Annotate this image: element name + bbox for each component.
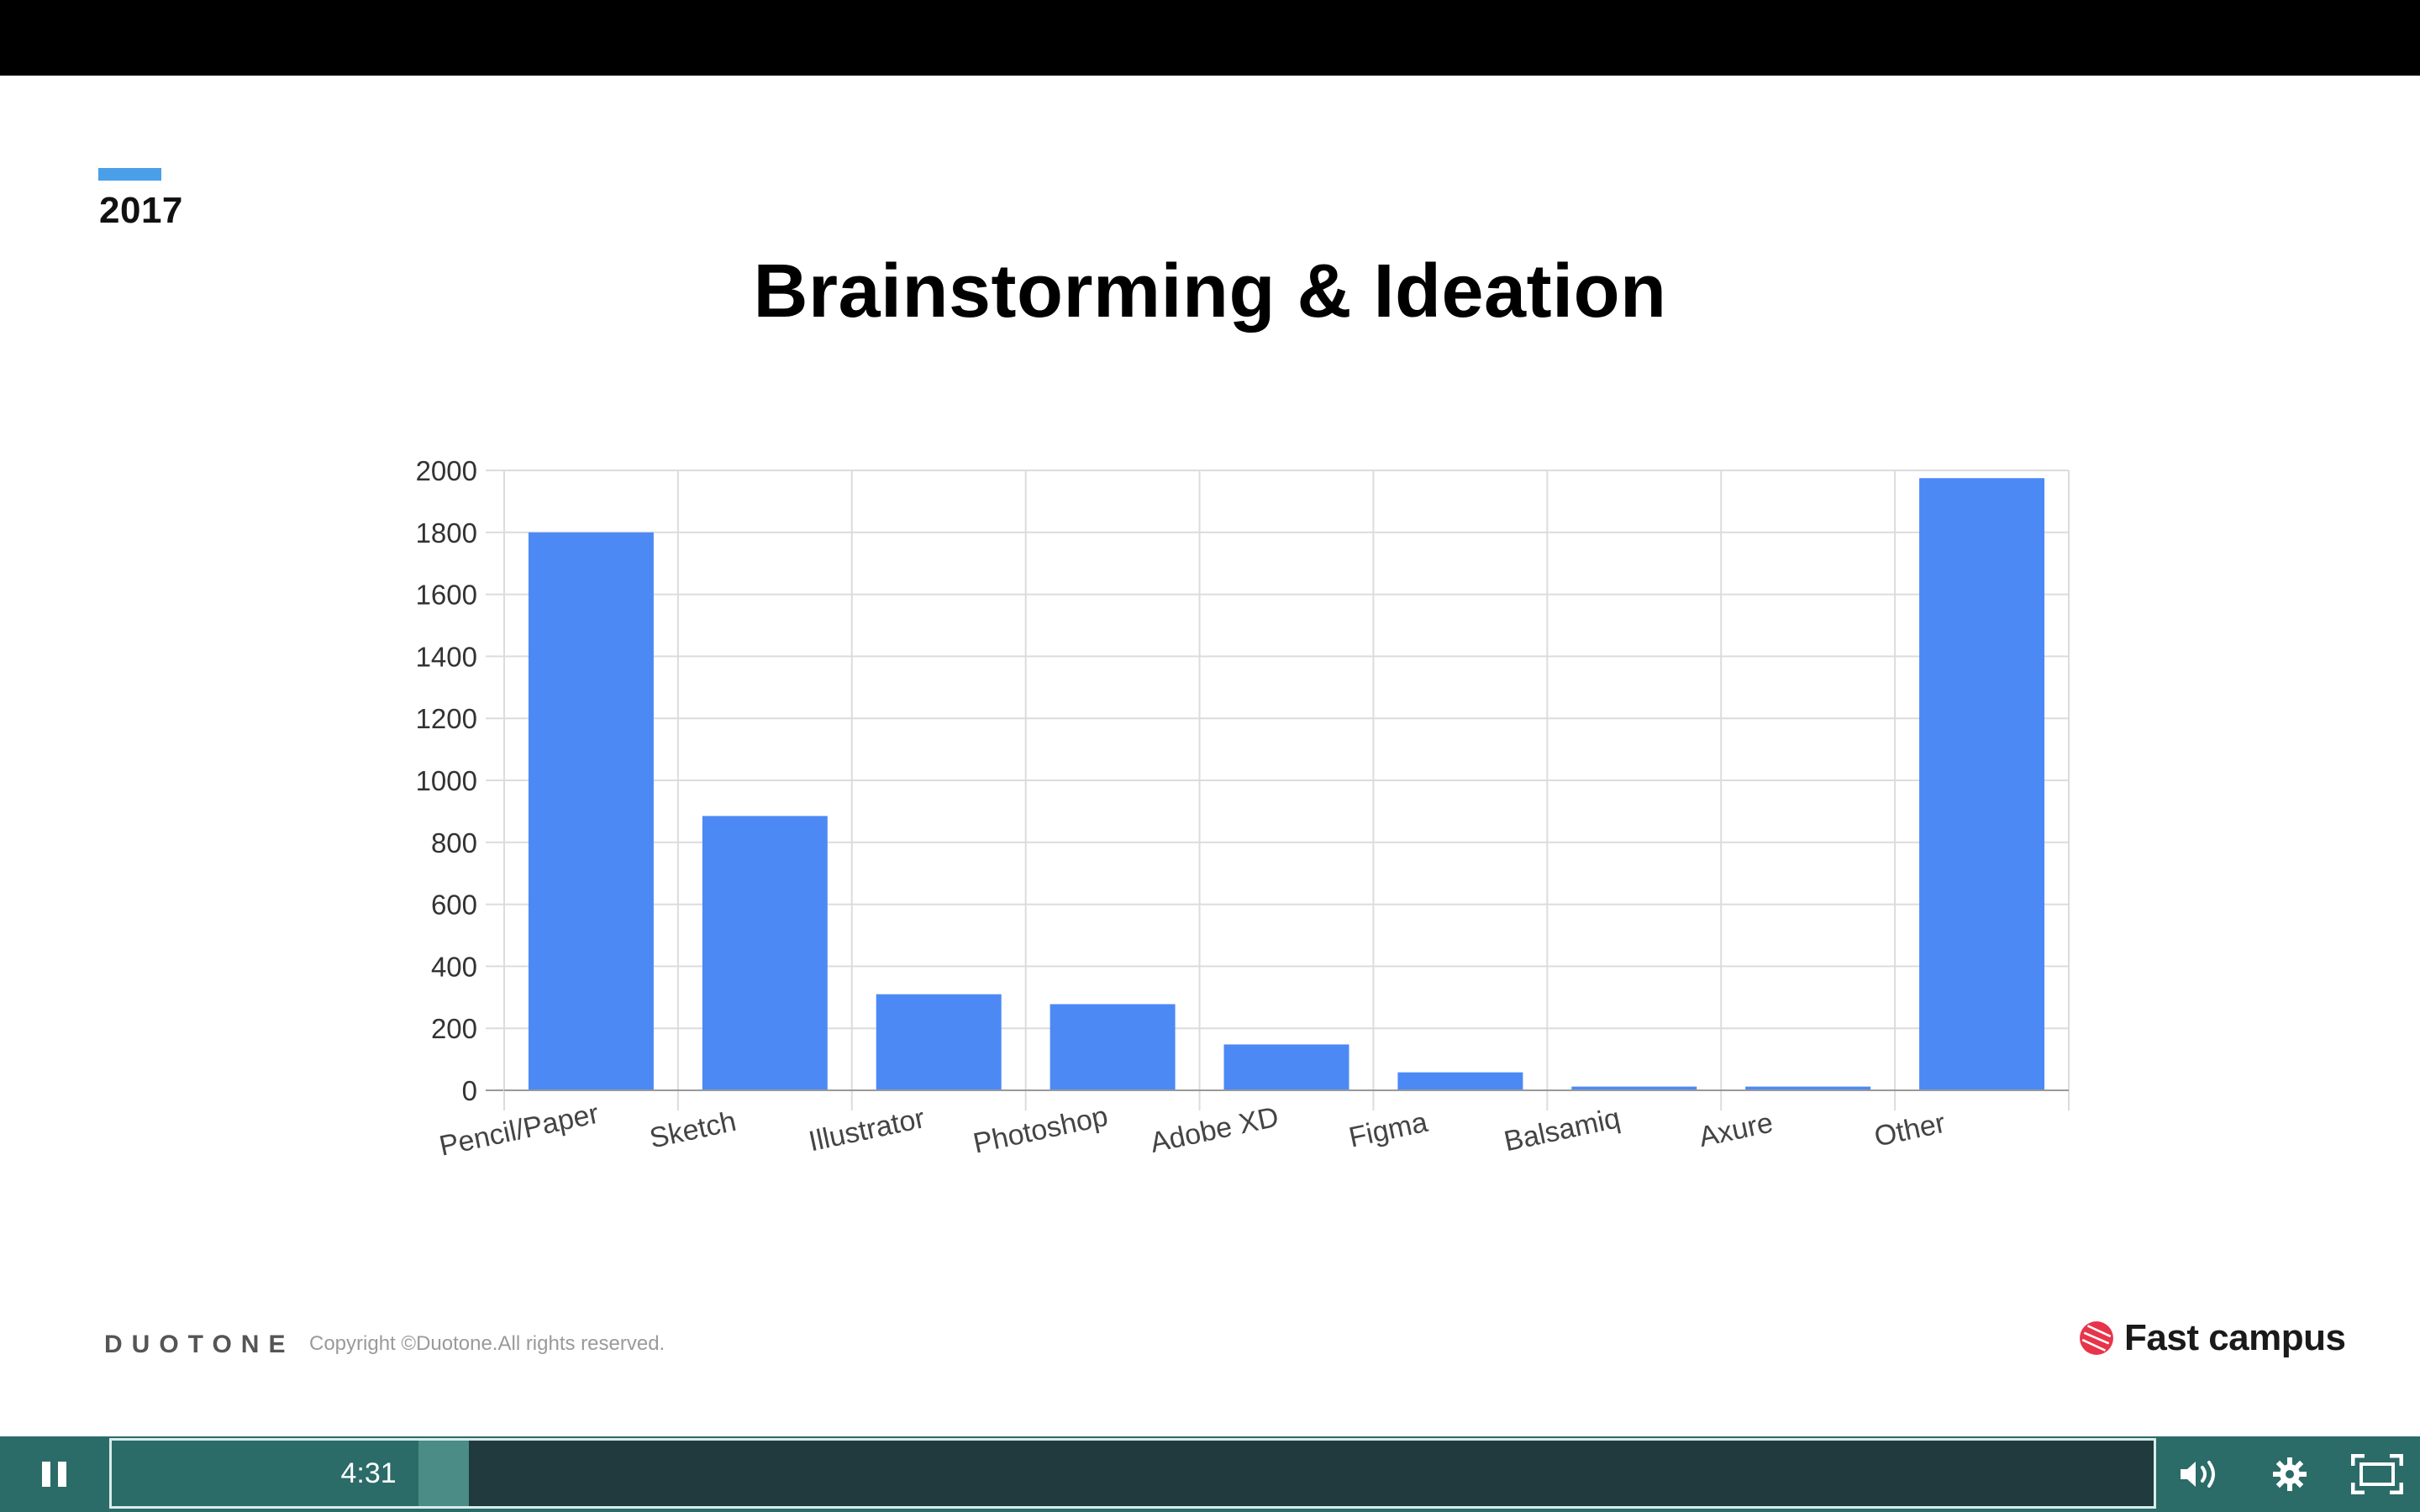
- x-tick-label: Adobe XD: [1148, 1101, 1282, 1159]
- bar: [1050, 1004, 1176, 1090]
- fastcampus-logo: Fast campus: [2079, 1317, 2346, 1359]
- volume-button[interactable]: [2163, 1436, 2238, 1512]
- current-time: 4:31: [340, 1457, 397, 1489]
- y-tick-label: 800: [431, 827, 477, 858]
- video-controls: 4:31: [0, 1436, 2420, 1512]
- fullscreen-icon: [2351, 1454, 2403, 1494]
- x-tick-label: Pencil/Paper: [436, 1098, 601, 1163]
- x-tick-label: Other: [1871, 1107, 1948, 1153]
- bar: [1397, 1072, 1523, 1090]
- settings-button[interactable]: [2252, 1436, 2328, 1512]
- fastcampus-logo-icon: [2080, 1321, 2113, 1355]
- y-tick-label: 600: [431, 890, 477, 921]
- pause-button[interactable]: [0, 1436, 108, 1512]
- fullscreen-button[interactable]: [2339, 1436, 2415, 1512]
- y-tick-label: 1600: [416, 580, 477, 611]
- bar: [702, 816, 828, 1090]
- bar: [1919, 478, 2045, 1090]
- bar: [1223, 1044, 1349, 1090]
- x-tick-label: Balsamiq: [1502, 1102, 1623, 1158]
- copyright-text: Copyright ©Duotone.All rights reserved.: [309, 1332, 666, 1355]
- fastcampus-logo-text: Fast campus: [2124, 1317, 2346, 1358]
- bar: [1745, 1086, 1871, 1090]
- year-accent-bar: [98, 168, 161, 181]
- x-tick-label: Illustrator: [806, 1102, 928, 1158]
- y-tick-label: 1800: [416, 517, 477, 549]
- progress-bar[interactable]: 4:31: [109, 1438, 2156, 1509]
- progress-played: [112, 1441, 418, 1506]
- x-tick-label: Figma: [1346, 1106, 1430, 1154]
- y-tick-label: 1400: [416, 641, 477, 672]
- y-tick-label: 2000: [416, 455, 477, 486]
- y-tick-label: 1200: [416, 703, 477, 734]
- y-tick-label: 0: [462, 1075, 477, 1106]
- bar: [876, 994, 1002, 1090]
- x-tick-label: Sketch: [647, 1105, 739, 1155]
- slide-title: Brainstorming & Ideation: [753, 249, 1667, 333]
- volume-icon: [2181, 1461, 2215, 1488]
- x-tick-label: Photoshop: [971, 1100, 1111, 1160]
- bar: [1571, 1086, 1697, 1090]
- y-tick-label: 400: [431, 951, 477, 982]
- pause-icon: [41, 1462, 66, 1487]
- x-tick-label: Axure: [1697, 1106, 1776, 1153]
- progress-buffered: [418, 1441, 470, 1506]
- gear-icon: [2273, 1457, 2307, 1491]
- bar: [528, 532, 654, 1090]
- y-tick-label: 1000: [416, 765, 477, 796]
- brand-wordmark: DUOTONE: [104, 1331, 295, 1358]
- slide-year: 2017: [99, 190, 183, 231]
- y-tick-label: 200: [431, 1013, 477, 1044]
